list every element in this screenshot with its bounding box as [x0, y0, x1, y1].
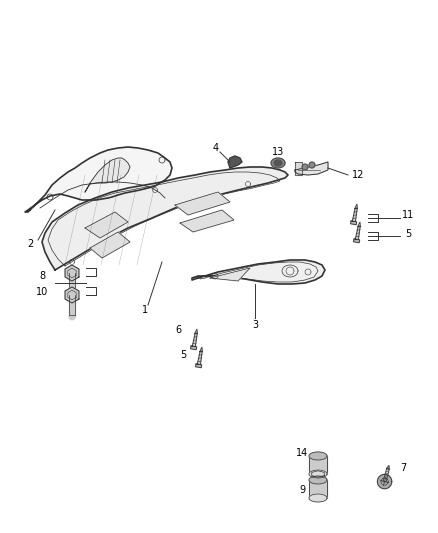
Polygon shape — [383, 467, 389, 482]
Polygon shape — [228, 156, 242, 168]
Polygon shape — [42, 167, 288, 270]
Polygon shape — [210, 268, 250, 281]
Polygon shape — [355, 204, 357, 209]
Polygon shape — [192, 260, 325, 284]
Text: 14: 14 — [296, 448, 308, 458]
Polygon shape — [309, 452, 327, 460]
Polygon shape — [309, 476, 327, 484]
Polygon shape — [309, 470, 327, 478]
Text: 4: 4 — [213, 143, 219, 153]
Polygon shape — [352, 208, 357, 222]
Text: 13: 13 — [272, 147, 284, 157]
Text: 3: 3 — [252, 320, 258, 330]
Polygon shape — [85, 158, 130, 192]
Polygon shape — [271, 158, 285, 168]
Polygon shape — [192, 333, 197, 346]
Text: 5: 5 — [405, 229, 411, 239]
Polygon shape — [195, 329, 198, 334]
Polygon shape — [355, 226, 360, 240]
Polygon shape — [69, 295, 75, 317]
Polygon shape — [309, 456, 327, 474]
Polygon shape — [358, 222, 360, 227]
Polygon shape — [309, 480, 327, 498]
Polygon shape — [198, 351, 202, 365]
Text: 2: 2 — [27, 239, 33, 249]
Polygon shape — [195, 364, 201, 368]
Polygon shape — [274, 160, 282, 166]
Text: 7: 7 — [400, 463, 406, 473]
Polygon shape — [69, 292, 75, 298]
Text: 5: 5 — [180, 350, 186, 360]
Polygon shape — [353, 239, 360, 243]
Polygon shape — [302, 164, 308, 170]
Text: 8: 8 — [39, 271, 45, 281]
Polygon shape — [191, 346, 197, 350]
Polygon shape — [65, 287, 79, 303]
Text: 9: 9 — [299, 485, 305, 495]
Polygon shape — [25, 147, 172, 212]
Text: 10: 10 — [36, 287, 48, 297]
Polygon shape — [180, 210, 234, 232]
Polygon shape — [175, 192, 230, 215]
Polygon shape — [200, 347, 202, 352]
Polygon shape — [295, 162, 328, 175]
Polygon shape — [90, 232, 130, 258]
Text: 11: 11 — [402, 210, 414, 220]
Polygon shape — [65, 265, 79, 281]
Polygon shape — [350, 221, 357, 225]
Text: 6: 6 — [175, 325, 181, 335]
Polygon shape — [85, 212, 128, 238]
Polygon shape — [69, 273, 75, 295]
Polygon shape — [386, 465, 389, 470]
Polygon shape — [378, 474, 392, 489]
Text: 12: 12 — [352, 170, 364, 180]
Polygon shape — [295, 162, 302, 175]
Polygon shape — [309, 494, 327, 502]
Polygon shape — [69, 314, 75, 320]
Polygon shape — [309, 162, 315, 168]
Text: 1: 1 — [142, 305, 148, 315]
